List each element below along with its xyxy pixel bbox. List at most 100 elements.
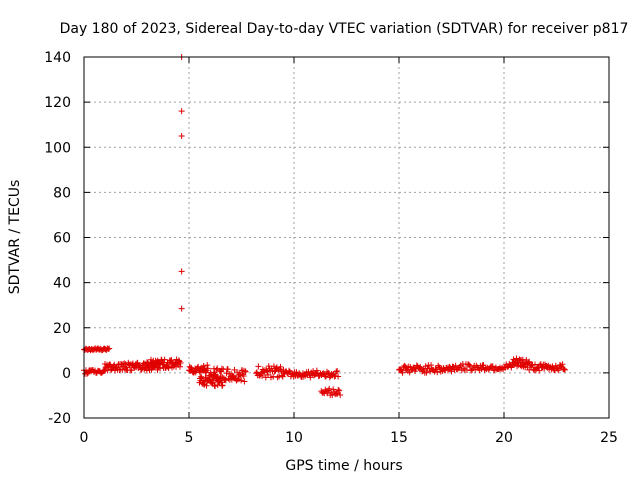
y-tick-label: 60 xyxy=(53,231,71,247)
y-tick-label: -20 xyxy=(48,411,71,427)
data-point xyxy=(270,373,277,380)
data-point xyxy=(156,360,163,367)
data-point xyxy=(293,369,300,376)
data-point xyxy=(177,359,184,366)
data-point xyxy=(466,361,473,368)
data-point xyxy=(187,364,194,371)
data-point xyxy=(177,363,184,370)
y-tick-label: 40 xyxy=(53,276,71,292)
data-point xyxy=(332,372,339,379)
data-point xyxy=(198,373,205,380)
y-tick-label: 140 xyxy=(44,50,71,66)
data-point xyxy=(200,362,207,369)
data-point xyxy=(238,377,245,384)
data-point xyxy=(176,358,183,365)
data-point xyxy=(513,355,520,362)
data-point xyxy=(259,372,266,379)
data-point xyxy=(157,365,164,372)
data-point xyxy=(426,365,433,372)
data-point xyxy=(526,358,533,365)
data-point xyxy=(275,367,282,374)
y-axis-ticks: -20 0 20 40 60 80 100 120 140 xyxy=(44,50,609,427)
data-point xyxy=(213,366,220,373)
data-point xyxy=(333,368,340,375)
data-point xyxy=(212,383,219,390)
data-point xyxy=(506,360,513,367)
plot-frame xyxy=(83,56,610,419)
data-point xyxy=(178,305,185,312)
data-point xyxy=(121,360,128,367)
data-point xyxy=(165,363,172,370)
x-tick-label: 0 xyxy=(80,430,89,446)
x-axis-ticks: 0 5 10 15 20 25 xyxy=(80,57,618,446)
data-point xyxy=(212,371,219,378)
data-point xyxy=(335,373,342,380)
x-tick-label: 15 xyxy=(390,430,408,446)
data-point xyxy=(209,377,216,384)
data-point xyxy=(423,369,430,376)
y-tick-label: 20 xyxy=(53,321,71,337)
data-point xyxy=(399,369,406,376)
data-point xyxy=(178,132,185,139)
data-point xyxy=(335,386,342,393)
y-tick-label: 0 xyxy=(62,366,71,382)
data-point xyxy=(559,361,566,368)
data-point xyxy=(463,366,470,373)
data-point xyxy=(480,362,487,369)
data-point xyxy=(255,363,262,370)
data-point xyxy=(325,369,332,376)
data-point xyxy=(136,362,143,369)
data-point xyxy=(242,367,249,374)
data-point xyxy=(460,365,467,372)
grid-lines xyxy=(84,57,609,418)
y-tick-label: 100 xyxy=(44,140,71,156)
data-point xyxy=(207,372,213,379)
data-point xyxy=(337,391,344,398)
data-point xyxy=(333,390,340,397)
data-point xyxy=(428,362,435,369)
data-point xyxy=(242,368,249,375)
data-point xyxy=(106,345,113,352)
data-point xyxy=(434,369,441,376)
data-point xyxy=(204,362,211,369)
chart-title: Day 180 of 2023, Sidereal Day-to-day VTE… xyxy=(60,21,629,37)
data-point xyxy=(271,368,278,375)
data-point xyxy=(334,367,341,374)
x-tick-label: 25 xyxy=(600,430,618,446)
x-tick-label: 20 xyxy=(495,430,513,446)
data-point xyxy=(253,369,260,376)
data-point xyxy=(478,365,485,372)
data-point xyxy=(219,382,226,389)
data-point xyxy=(218,365,225,372)
data-point xyxy=(330,386,337,393)
data-point xyxy=(436,364,443,371)
data-point xyxy=(336,387,343,394)
data-point xyxy=(204,365,211,372)
data-point xyxy=(452,362,459,369)
data-markers xyxy=(81,54,568,399)
data-point xyxy=(305,368,312,375)
data-point xyxy=(286,367,293,374)
y-axis-label: SDTVAR / TECUs xyxy=(7,180,23,295)
y-tick-label: 80 xyxy=(53,185,71,201)
data-point xyxy=(307,374,314,381)
data-point xyxy=(84,370,90,377)
data-point xyxy=(178,268,185,275)
data-point xyxy=(128,367,135,374)
data-point xyxy=(532,361,539,368)
data-point xyxy=(203,382,210,389)
data-point xyxy=(329,392,336,399)
data-point xyxy=(219,382,226,389)
x-axis-label: GPS time / hours xyxy=(285,458,402,474)
x-tick-label: 10 xyxy=(285,430,303,446)
data-point xyxy=(165,365,172,372)
data-point xyxy=(202,368,209,375)
x-tick-label: 5 xyxy=(185,430,194,446)
data-point xyxy=(224,366,231,373)
data-point xyxy=(561,366,568,373)
data-point xyxy=(326,385,333,392)
data-point xyxy=(536,367,543,374)
data-point xyxy=(561,366,568,373)
data-point xyxy=(334,390,341,397)
